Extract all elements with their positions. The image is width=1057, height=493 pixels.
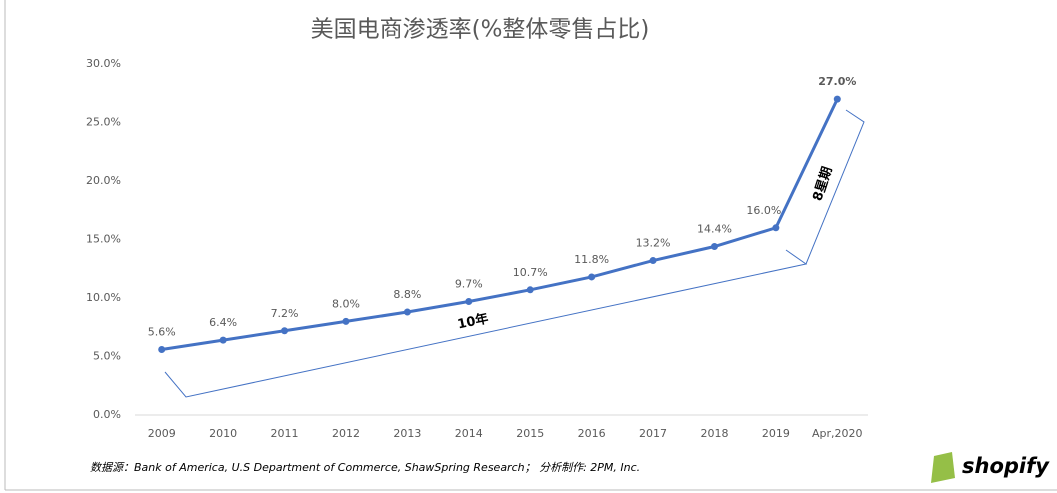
point: [833, 95, 841, 103]
x-tick-label: 2011: [271, 427, 299, 440]
annotation: 8星期: [810, 165, 835, 203]
bracket: [805, 109, 865, 265]
data-label: 8.8%: [393, 288, 421, 301]
x-tick-label: 2009: [148, 427, 176, 440]
x-tick-label: 2017: [639, 427, 667, 440]
x-tick-label: 2016: [578, 427, 606, 440]
point: [588, 273, 596, 281]
y-tick-label: 5.0%: [93, 350, 121, 363]
y-tick-label: 20.0%: [86, 174, 121, 187]
data-label: 14.4%: [697, 223, 732, 236]
point: [649, 257, 657, 265]
data-label: 7.2%: [271, 307, 299, 320]
point: [710, 243, 718, 251]
y-tick-label: 0.0%: [93, 408, 121, 421]
x-tick-label: 2018: [700, 427, 728, 440]
x-tick-label: 2014: [455, 427, 483, 440]
x-tick-label: 2019: [762, 427, 790, 440]
data-label: 27.0%: [818, 75, 856, 88]
point: [219, 336, 227, 344]
data-label: 5.6%: [148, 325, 176, 338]
point: [281, 327, 289, 335]
data-label: 13.2%: [636, 237, 671, 250]
point: [526, 286, 534, 294]
point: [158, 345, 166, 353]
data-label: 9.7%: [455, 278, 483, 291]
point: [403, 308, 411, 316]
y-tick-label: 15.0%: [86, 233, 121, 246]
bracket: [164, 249, 808, 398]
chart-title: 美国电商渗透率(%整体零售占比): [311, 17, 650, 43]
x-tick-label: 2012: [332, 427, 360, 440]
annotation: 10年: [456, 310, 490, 332]
y-tick-label: 30.0%: [86, 57, 121, 70]
source-note: 数据源：Bank of America, U.S Department of C…: [90, 461, 640, 474]
data-label: 10.7%: [513, 266, 548, 279]
x-tick-label: 2010: [209, 427, 237, 440]
data-label: 11.8%: [574, 253, 609, 266]
x-tick-label: 2015: [516, 427, 544, 440]
y-tick-label: 25.0%: [86, 116, 121, 129]
logo-icon: [931, 452, 955, 483]
logo: shopify: [962, 454, 1050, 478]
data-label: 16.0%: [746, 204, 781, 217]
point: [772, 224, 780, 232]
data-label: 8.0%: [332, 297, 360, 310]
point: [465, 298, 473, 306]
data-label: 6.4%: [209, 316, 237, 329]
point: [342, 317, 350, 325]
x-tick-label: Apr,2020: [812, 427, 863, 440]
x-tick-label: 2013: [393, 427, 421, 440]
y-tick-label: 10.0%: [86, 291, 121, 304]
line: [161, 98, 839, 351]
